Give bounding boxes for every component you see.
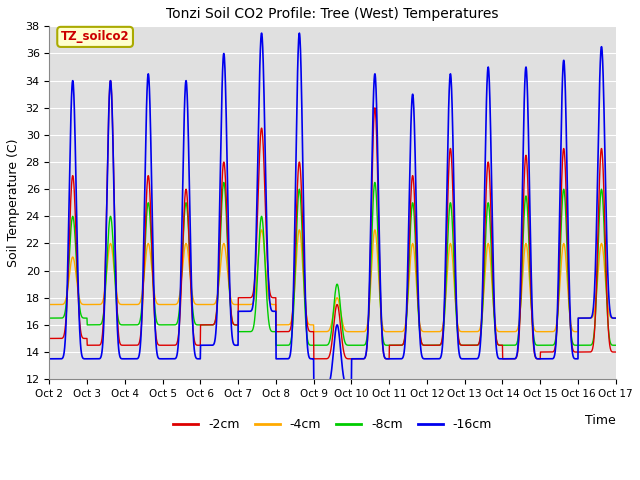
Legend: -2cm, -4cm, -8cm, -16cm: -2cm, -4cm, -8cm, -16cm <box>168 413 497 436</box>
Title: Tonzi Soil CO2 Profile: Tree (West) Temperatures: Tonzi Soil CO2 Profile: Tree (West) Temp… <box>166 7 499 21</box>
Text: Time: Time <box>585 414 616 428</box>
Text: TZ_soilco2: TZ_soilco2 <box>61 30 129 43</box>
Y-axis label: Soil Temperature (C): Soil Temperature (C) <box>7 138 20 267</box>
